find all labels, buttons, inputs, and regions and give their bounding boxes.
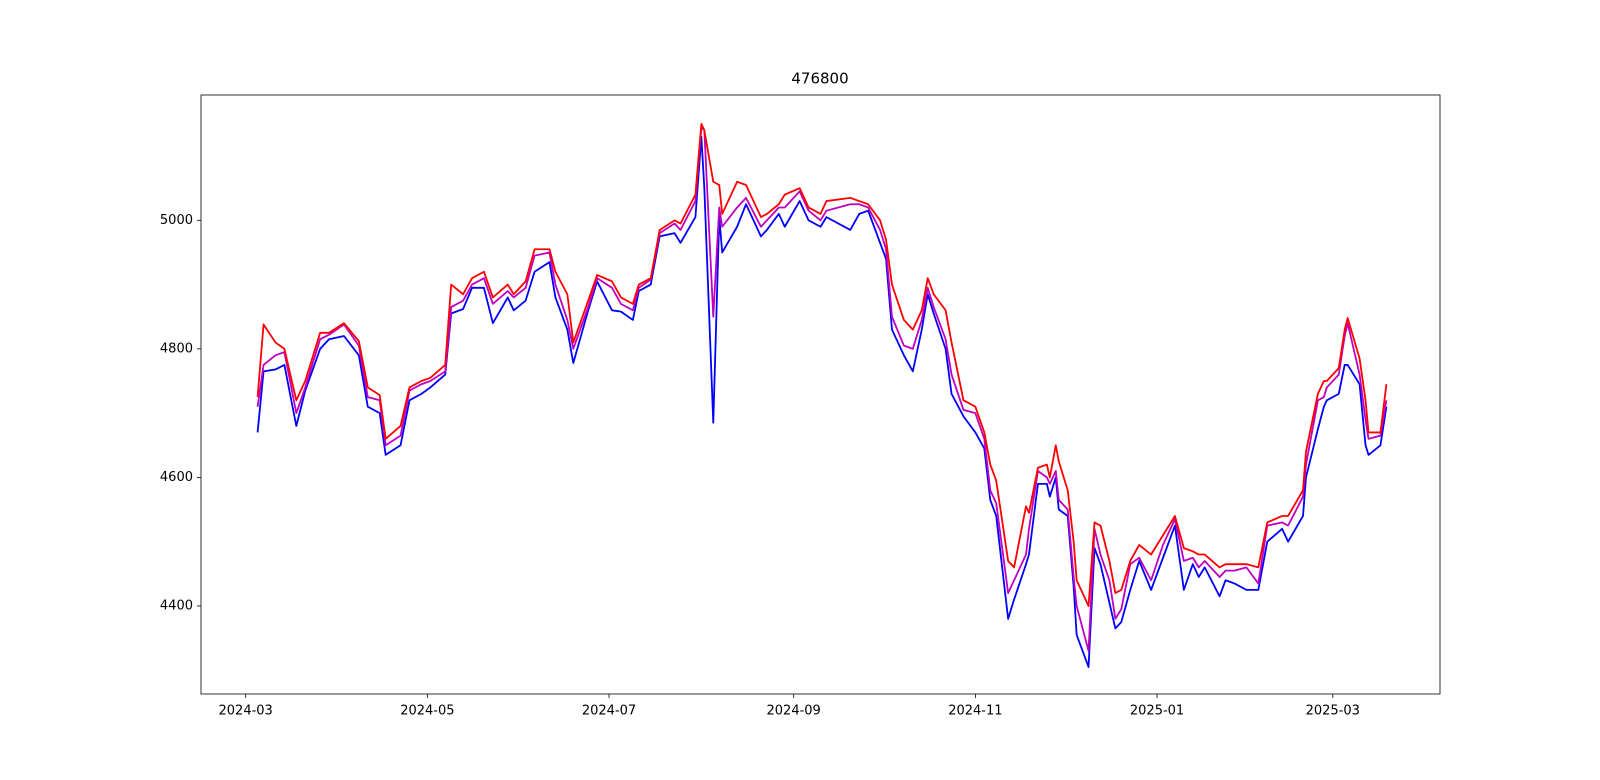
y-tick-label: 4600 (160, 470, 193, 485)
x-tick-label: 2024-03 (219, 704, 273, 719)
line-series (256, 123, 1388, 607)
y-tick-label: 4800 (160, 341, 193, 356)
x-tick-label: 2025-01 (1130, 704, 1184, 719)
x-tick-label: 2025-03 (1306, 704, 1360, 719)
x-tick-label: 2024-09 (767, 704, 821, 719)
y-tick-label: 5000 (160, 213, 193, 228)
line-series (256, 126, 1388, 652)
x-tick-label: 2024-05 (400, 704, 454, 719)
chart-title: 476800 (791, 70, 848, 88)
y-tick-label: 4400 (160, 598, 193, 613)
x-tick-label: 2024-11 (948, 704, 1002, 719)
x-tick-label: 2024-07 (582, 704, 636, 719)
plot-frame (200, 94, 1441, 695)
